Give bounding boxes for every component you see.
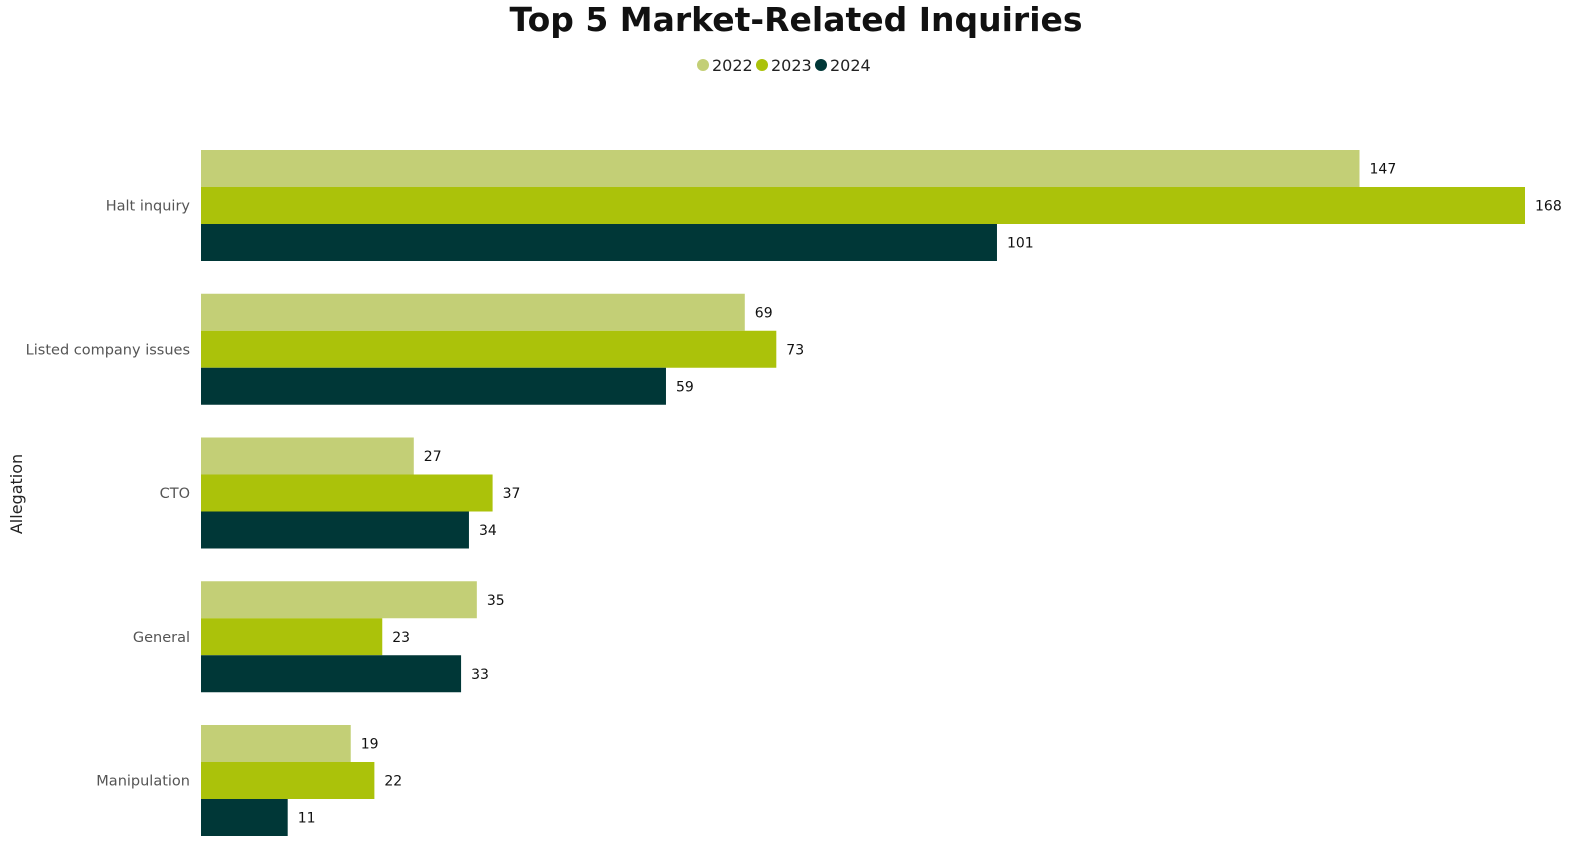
chart-title: Top 5 Market-Related Inquiries bbox=[509, 0, 1082, 39]
data-label-manipulation-2022: 19 bbox=[361, 737, 379, 753]
bar-manipulation-2023[interactable] bbox=[201, 762, 375, 799]
data-label-listed-company-issues-2022: 69 bbox=[755, 305, 773, 321]
legend-item-2024[interactable]: 2024 bbox=[815, 56, 871, 75]
bar-manipulation-2024[interactable] bbox=[201, 799, 288, 836]
category-label-listed-company-issues: Listed company issues bbox=[26, 342, 190, 358]
category-label-manipulation: Manipulation bbox=[96, 774, 190, 790]
data-label-general-2023: 23 bbox=[392, 630, 410, 646]
data-label-halt-inquiry-2024: 101 bbox=[1007, 236, 1034, 252]
legend-marker-2022 bbox=[697, 59, 709, 71]
legend-item-2023[interactable]: 2023 bbox=[756, 56, 812, 75]
data-label-cto-2023: 37 bbox=[503, 486, 521, 502]
data-label-general-2024: 33 bbox=[471, 667, 489, 683]
category-label-halt-inquiry: Halt inquiry bbox=[106, 199, 191, 215]
bar-halt-inquiry-2024[interactable] bbox=[201, 224, 997, 261]
category-labels: Halt inquiry Listed company issues CTO Gene… bbox=[26, 199, 191, 790]
data-label-halt-inquiry-2023: 168 bbox=[1535, 199, 1562, 215]
bar-halt-inquiry-2022[interactable] bbox=[201, 150, 1360, 187]
data-label-listed-company-issues-2023: 73 bbox=[786, 342, 804, 358]
legend-label-2022: 2022 bbox=[712, 56, 753, 75]
bar-manipulation-2022[interactable] bbox=[201, 725, 351, 762]
bar-general-2022[interactable] bbox=[201, 581, 477, 619]
value-labels: 147 168 101 69 73 59 27 37 34 35 23 33 19 22 11 bbox=[298, 162, 1562, 827]
bar-general-2024[interactable] bbox=[201, 655, 462, 693]
bar-general-2023[interactable] bbox=[201, 618, 383, 656]
bar-cto-2023[interactable] bbox=[201, 474, 493, 512]
data-label-cto-2024: 34 bbox=[479, 523, 497, 539]
y-axis-title: Allegation bbox=[7, 454, 26, 534]
data-label-general-2022: 35 bbox=[487, 593, 505, 609]
data-label-halt-inquiry-2022: 147 bbox=[1370, 162, 1397, 178]
bar-listed-company-issues-2023[interactable] bbox=[201, 330, 777, 368]
category-label-general: General bbox=[133, 630, 190, 646]
bar-listed-company-issues-2022[interactable] bbox=[201, 293, 745, 331]
category-label-cto: CTO bbox=[160, 486, 190, 502]
data-label-manipulation-2023: 22 bbox=[384, 774, 402, 790]
legend: 2022 2023 2024 bbox=[697, 56, 871, 75]
bar-halt-inquiry-2023[interactable] bbox=[201, 187, 1525, 224]
legend-label-2024: 2024 bbox=[830, 56, 871, 75]
bar-cto-2024[interactable] bbox=[201, 511, 469, 549]
data-label-cto-2022: 27 bbox=[424, 449, 442, 465]
legend-item-2022[interactable]: 2022 bbox=[697, 56, 753, 75]
legend-marker-2024 bbox=[815, 59, 827, 71]
legend-label-2023: 2023 bbox=[771, 56, 812, 75]
data-label-manipulation-2024: 11 bbox=[298, 811, 316, 827]
legend-marker-2023 bbox=[756, 59, 768, 71]
bar-listed-company-issues-2024[interactable] bbox=[201, 367, 666, 405]
bars bbox=[201, 150, 1525, 836]
data-label-listed-company-issues-2024: 59 bbox=[676, 379, 694, 395]
bar-cto-2022[interactable] bbox=[201, 437, 414, 475]
